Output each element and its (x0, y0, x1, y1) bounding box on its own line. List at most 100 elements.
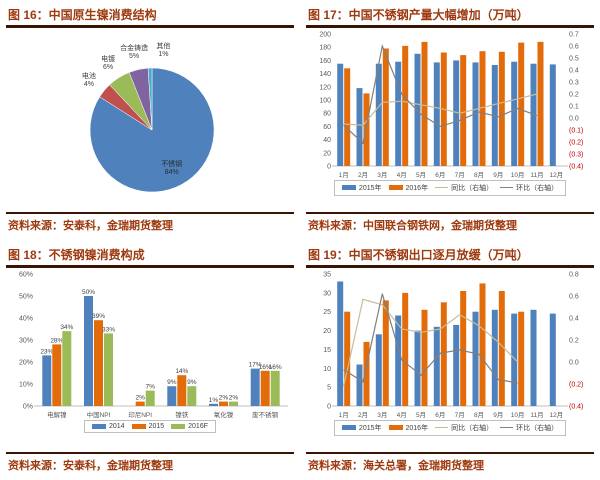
svg-text:120: 120 (319, 84, 331, 91)
bar (518, 311, 525, 406)
panel-fig18: 图 18：不锈钢镍消费构成 0% 10% 20% 30% 40% 50% 60% 电解镍 中国N… (0, 240, 300, 480)
svg-text:9月: 9月 (493, 171, 503, 179)
bar (460, 290, 467, 406)
legend-item-同比（右轴）: 同比（右轴） (435, 423, 493, 433)
svg-text:7月: 7月 (455, 171, 465, 179)
pie-label-电池: 电池 4% (82, 70, 96, 87)
legend-bar-swatch (91, 423, 106, 429)
panel-fig17: 图 17：中国不锈钢产量大幅增加（万吨） 0 20 40 60 80 100 120 140 1… (300, 0, 600, 240)
bar (209, 403, 218, 406)
svg-text:5月: 5月 (416, 171, 426, 179)
fig17-bar-line-chart: 0 20 40 60 80 100 120 140 160 180 200 (0.4) (0.3) (0.… (306, 28, 594, 212)
svg-text:50%: 50% (82, 289, 95, 296)
svg-text:180: 180 (319, 44, 331, 51)
svg-text:30%: 30% (19, 337, 33, 344)
fig19-source: 资料来源：海关总署，金瑞期货整理 (308, 459, 484, 472)
svg-text:0.4: 0.4 (569, 67, 579, 74)
legend-line-swatch (435, 427, 449, 428)
svg-text:8月: 8月 (474, 411, 484, 419)
pie-label-其他: 其他 1% (156, 41, 170, 58)
svg-text:镍铁: 镍铁 (175, 410, 189, 419)
bar (472, 61, 479, 166)
svg-text:废不锈钢: 废不锈钢 (252, 410, 279, 419)
fig18-x-labels: 电解镍 中国NPI 印尼NPI 镍铁 氧化镍 废不锈钢 (47, 410, 279, 419)
bar (344, 67, 351, 166)
fig19-title: 图 19：中国不锈钢出口逐月放缓（万吨） (308, 248, 529, 262)
bar (402, 292, 409, 406)
svg-text:2%: 2% (219, 394, 229, 401)
svg-text:0.6: 0.6 (569, 293, 579, 300)
bar (518, 42, 525, 166)
svg-text:23%: 23% (40, 348, 53, 355)
legend-bar-swatch (341, 425, 356, 430)
bar (84, 295, 93, 406)
fig18-svg: 0% 10% 20% 30% 40% 50% 60% 电解镍 中国NPI 印尼NPI 镍铁 氧化镍 废不… (19, 271, 288, 419)
fig17-source: 资料来源：中国联合钢铁网，金瑞期货整理 (308, 219, 517, 232)
svg-text:电解镍: 电解镍 (47, 410, 67, 419)
legend-label: 2015 (148, 422, 165, 430)
bar (414, 330, 421, 406)
legend-item-2016年: 2016年 (388, 183, 429, 193)
pie-label-电镀: 电镀 6% (101, 53, 115, 70)
bar (104, 332, 113, 406)
bar (356, 87, 363, 166)
svg-text:3月: 3月 (377, 411, 387, 419)
fig19-bar-line-chart: 0 5 10 15 20 25 30 35 (0.4) (0.2) 0.0 0.2 0.4 0.6 0.8 1… (306, 268, 594, 452)
bar (382, 299, 389, 406)
bar (270, 370, 280, 406)
panel-fig19: 图 19：中国不锈钢出口逐月放缓（万吨） 0 5 10 15 20 25 30 35 (0.4)… (300, 240, 600, 480)
svg-text:60: 60 (323, 123, 331, 130)
svg-text:12月: 12月 (549, 171, 563, 179)
svg-text:1月: 1月 (339, 411, 349, 419)
svg-text:0%: 0% (23, 403, 33, 410)
fig17-title-rule (306, 25, 594, 28)
bar (94, 319, 103, 406)
legend-bar-swatch (341, 185, 356, 190)
svg-text:34%: 34% (60, 324, 73, 331)
svg-text:1月: 1月 (339, 171, 349, 179)
legend-item-同比（右轴）: 同比（右轴） (435, 183, 493, 193)
svg-text:印尼NPI: 印尼NPI (128, 411, 152, 419)
fig18-bar-chart: 0% 10% 20% 30% 40% 50% 60% 电解镍 中国NPI 印尼NPI 镍铁 氧化镍 废不… (6, 268, 294, 452)
pie-slice-其他 (147, 67, 153, 130)
legend-label: 同比（右轴） (451, 424, 494, 432)
svg-text:(0.1): (0.1) (569, 127, 583, 134)
fig17-title: 图 17：中国不锈钢产量大幅增加（万吨） (308, 8, 529, 22)
svg-text:60%: 60% (19, 271, 33, 278)
svg-text:160: 160 (319, 57, 331, 64)
svg-text:80: 80 (323, 110, 331, 117)
svg-text:0.5: 0.5 (569, 55, 579, 62)
svg-text:0.0: 0.0 (569, 115, 579, 122)
bar (356, 364, 363, 406)
bar (460, 54, 467, 166)
svg-text:6月: 6月 (435, 411, 445, 419)
svg-text:0.7: 0.7 (569, 31, 579, 38)
bar (375, 63, 382, 166)
legend-line-swatch (500, 427, 514, 428)
bar (498, 290, 505, 406)
fig19-bars-2016年 (344, 282, 525, 406)
bar (440, 301, 447, 406)
svg-text:9%: 9% (167, 379, 177, 386)
bar (491, 309, 498, 406)
svg-text:40%: 40% (19, 315, 33, 322)
fig17-line-同比（右轴） (343, 92, 538, 126)
bar (363, 92, 370, 166)
svg-text:8月: 8月 (474, 171, 484, 179)
svg-text:28%: 28% (50, 337, 63, 344)
bar (229, 401, 238, 406)
fig19-line-环比（右轴） (343, 293, 518, 383)
fig19-svg: 0 5 10 15 20 25 30 35 (0.4) (0.2) 0.0 0.2 0.4 0.6 0.8 1… (323, 271, 583, 419)
svg-text:10月: 10月 (511, 171, 525, 179)
fig19-source-rule (306, 451, 594, 454)
svg-text:39%: 39% (92, 313, 105, 320)
fig16-title-rule (6, 25, 294, 28)
svg-text:0: 0 (327, 403, 331, 410)
svg-text:9月: 9月 (493, 411, 503, 419)
legend-line-swatch (435, 187, 449, 188)
bar (177, 374, 187, 406)
bar (395, 61, 402, 166)
svg-text:14%: 14% (175, 368, 188, 375)
legend-label: 2016年 (405, 184, 429, 192)
svg-text:0.8: 0.8 (569, 271, 579, 278)
